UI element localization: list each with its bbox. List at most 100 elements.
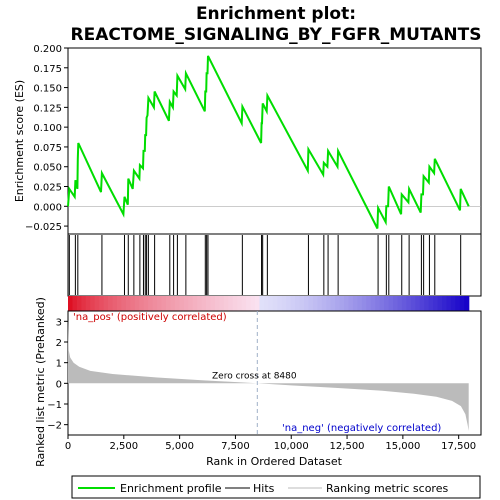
rank-color-segment [143,296,149,311]
rank-color-segment [76,296,82,311]
zero-cross-label: Zero cross at 8480 [212,371,297,381]
legend-frame [71,475,481,499]
x-axis-label: Rank in Ordered Dataset [206,455,343,468]
rank-color-segment [90,296,96,311]
rank-color-segment [125,296,131,311]
rank-color-segment [219,296,225,311]
legend: Enrichment profile Hits Ranking metric s… [71,475,481,499]
x-tick-label: 15,000 [385,441,420,452]
rank-color-segment [112,296,118,311]
rank-color-segment [357,296,363,311]
rank-color-segment [99,296,105,311]
rank-color-segment [317,296,323,311]
hit-marks [68,235,462,295]
es-panel: −0.025 0.000 0.025 0.050 0.075 0.100 0.125 0.15… [13,44,482,235]
es-y-tick-label: 0.075 [33,143,62,154]
rank-color-segment [326,296,332,311]
x-axis: 0 2,500 5,000 7,500 10,000 12,500 15,000 17,500 [65,435,476,452]
x-tick-label: 10,000 [274,441,309,452]
x-tick-label: 17,500 [441,441,476,452]
rank-color-segment [85,296,91,311]
rank-color-segment [388,296,394,311]
rank-color-segment [335,296,341,311]
legend-label-hits: Hits [253,482,275,495]
rank-color-segment [161,296,167,311]
es-panel-frame [67,47,482,235]
es-y-tick-label: 0.050 [33,163,62,174]
rank-color-segment [188,296,194,311]
rank-color-segment [179,296,185,311]
x-tick-label: 7,500 [221,441,250,452]
es-y-tick-label: 0.000 [33,202,62,213]
legend-label-enrichment-profile: Enrichment profile [120,482,222,495]
es-y-tick-label: 0.175 [33,64,62,75]
es-y-tick-label: 0.125 [33,103,62,114]
rank-color-segment [428,296,434,311]
rank-color-segment [384,296,390,311]
rank-color-segment [68,296,74,311]
rank-color-segment [201,296,207,311]
es-y-tick-label: 0.200 [33,44,62,55]
rank-color-segment [401,296,407,311]
rank-color-segment [366,296,372,311]
rank-color-segment [183,296,189,311]
rank-color-segment [197,296,203,311]
es-y-tick-label: 0.150 [33,84,62,95]
negative-correlation-label: 'na_neg' (negatively correlated) [282,423,441,434]
rank-color-segment [393,296,399,311]
rank-color-segment [272,296,278,311]
rank-color-segment [295,296,301,311]
metric-y-label: Ranked list metric (PreRanked) [34,297,47,467]
rank-color-segment [299,296,305,311]
rank-color-segment [464,296,470,311]
rank-color-segment [433,296,439,311]
rank-color-segment [330,296,336,311]
rank-color-segment [210,296,216,311]
es-y-tick-label: 0.025 [33,183,62,194]
rank-color-segment [379,296,385,311]
rank-color-segment [250,296,256,311]
rank-color-segment [344,296,350,311]
rank-color-segment [348,296,354,311]
es-y-axis: −0.025 0.000 0.025 0.050 0.075 0.100 0.125 0.15… [25,44,68,233]
chart-title-line-2: REACTOME_SIGNALING_BY_FGFR_MUTANTS [71,25,482,45]
metric-y-tick-label: 1 [56,359,62,370]
x-tick-label: 5,000 [165,441,194,452]
hits-panel-frame [67,233,482,297]
rank-color-segment [397,296,403,311]
rank-color-segment [241,296,247,311]
rank-color-segment [361,296,367,311]
rank-color-segment [277,296,283,311]
rank-color-segment [228,296,234,311]
metric-panel-frame [67,310,482,436]
rank-color-segment [255,296,261,311]
metric-y-tick-label: −2 [47,421,62,432]
rank-color-segment [352,296,359,311]
rank-color-segment [130,296,136,311]
rank-color-segment [157,296,163,311]
rank-color-segment [437,296,443,311]
rank-color-bar [68,296,470,311]
chart-title-line-1: Enrichment plot: [196,4,356,24]
rank-color-segment [459,296,465,311]
rank-color-segment [281,296,287,311]
rank-color-segment [410,296,416,311]
rank-color-segment [303,296,310,311]
es-y-label: Enrichment score (ES) [13,80,26,202]
rank-color-segment [94,296,100,311]
rank-color-segment [121,296,127,311]
hits-panel [67,233,482,297]
rank-color-segment [442,296,448,311]
rank-color-segment [446,296,452,311]
rank-color-segment [72,296,78,311]
rank-color-segment [139,296,145,311]
rank-color-segment [116,296,123,311]
rank-color-segment [406,296,412,311]
rank-color-segment [214,296,220,311]
rank-color-segment [419,296,425,311]
x-tick-label: 0 [65,441,71,452]
metric-y-tick-label: 3 [56,317,62,328]
rank-color-segment [134,296,140,311]
rank-color-segment [290,296,296,311]
metric-y-tick-label: 2 [56,338,62,349]
